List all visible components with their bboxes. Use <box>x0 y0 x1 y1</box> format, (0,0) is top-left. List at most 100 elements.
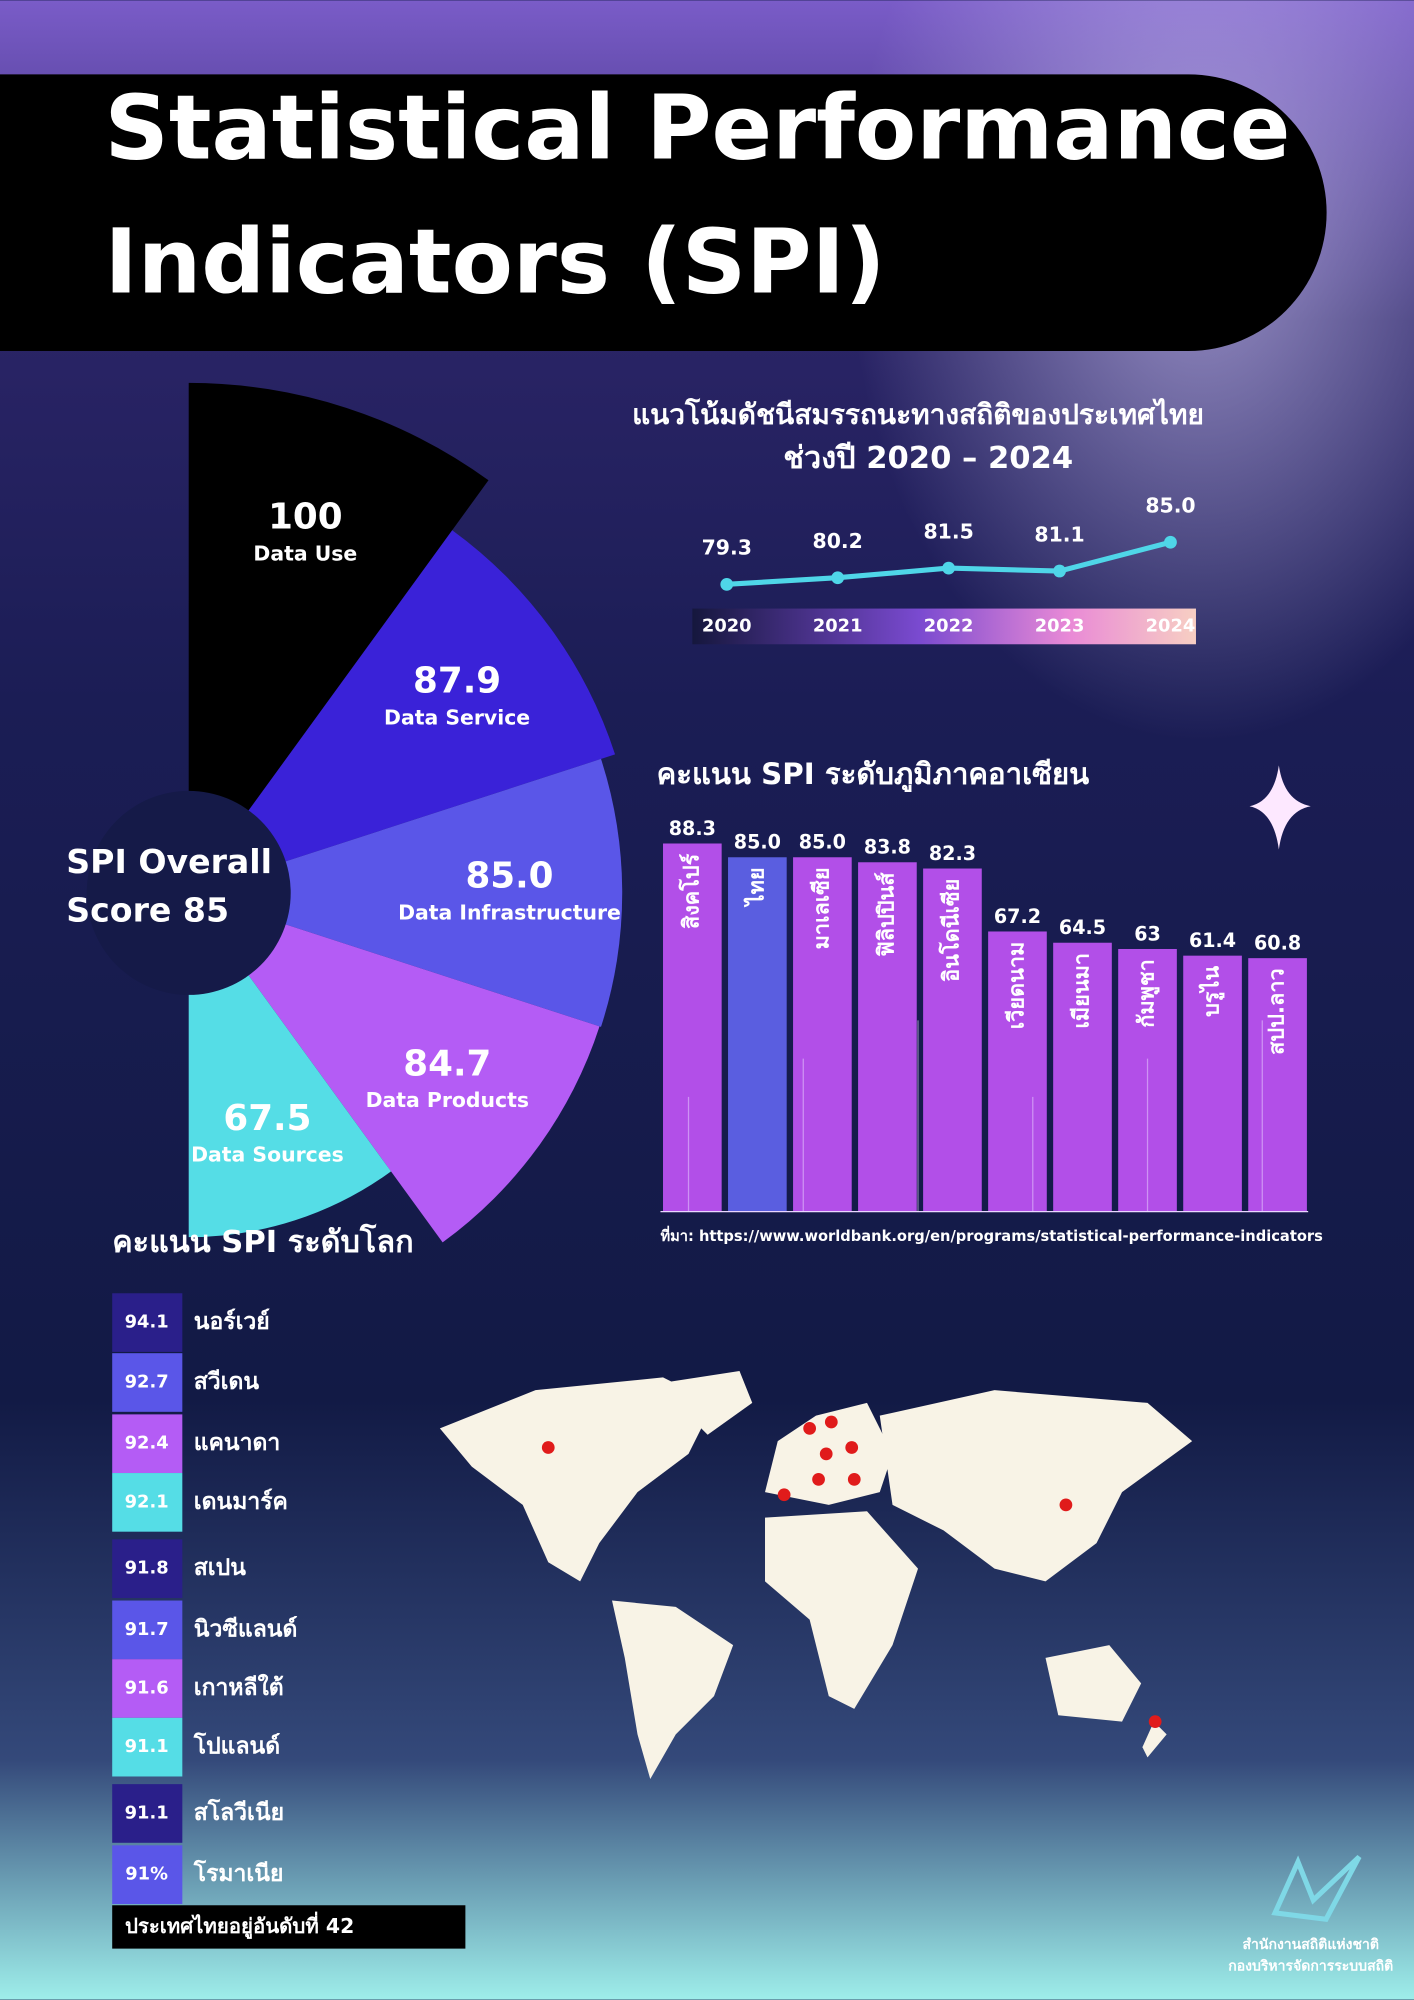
chart-title: แนวโน้มดัชนีสมรรถนะทางสถิติของประเทศไทย <box>632 397 1204 431</box>
value-label: 85.0 <box>1145 494 1195 518</box>
score: 91.6 <box>125 1678 169 1699</box>
country: นอร์เวย์ <box>194 1308 270 1335</box>
value-label: 87.9 <box>413 661 501 702</box>
country: สวีเดน <box>194 1369 260 1395</box>
bar <box>1183 955 1242 1212</box>
value-label: 61.4 <box>1189 929 1236 952</box>
score-box <box>112 1717 183 1777</box>
continent <box>1045 1645 1142 1722</box>
polar-wedge <box>188 892 600 1243</box>
value-label: 84.7 <box>403 1043 491 1084</box>
score: 92.1 <box>125 1491 169 1512</box>
value-label: 82.3 <box>929 842 976 865</box>
map-pin <box>847 1473 861 1486</box>
score: 91.7 <box>125 1619 169 1640</box>
map-pin <box>777 1488 791 1502</box>
map-pin <box>845 1441 859 1454</box>
source-note: ที่มา: https://www.worldbank.org/en/prog… <box>660 1225 1323 1245</box>
polar-wedge <box>188 382 489 893</box>
score-box <box>112 1784 183 1843</box>
logo <box>1271 1854 1362 1923</box>
score-box <box>112 1659 183 1718</box>
x-tick-label: 2022 <box>924 615 974 636</box>
x-tick-label: 2023 <box>1035 615 1085 636</box>
category-label: สปป.ลาว <box>1265 968 1290 1055</box>
world-map <box>439 1371 1193 1780</box>
value-label: 79.3 <box>702 536 752 560</box>
country: แคนาดา <box>194 1430 280 1456</box>
chart-title: คะแนน SPI ระดับภูมิภาคอาเซียน <box>657 757 1090 792</box>
score: 91.1 <box>125 1736 169 1757</box>
category-label: มาเลเซีย <box>809 867 834 949</box>
score: 94.1 <box>125 1312 169 1333</box>
continent <box>1142 1721 1167 1758</box>
continent <box>656 1371 753 1435</box>
continent <box>439 1377 715 1582</box>
x-tick-label: 2024 <box>1146 615 1196 636</box>
category-label: บรูไน <box>1199 966 1226 1017</box>
category-label: Data Products <box>366 1088 529 1112</box>
score: 92.7 <box>125 1372 169 1393</box>
score-box <box>112 1845 183 1904</box>
polar-wedge <box>188 758 623 1027</box>
country: เดนมาร์ค <box>194 1488 288 1515</box>
value-label: 60.8 <box>1254 932 1301 955</box>
year-strip <box>692 608 1196 645</box>
category-label: สิงคโปร์ <box>677 853 704 929</box>
bar <box>858 862 917 1212</box>
score-box <box>112 1293 183 1352</box>
title-banner <box>0 74 1327 352</box>
map-pin <box>824 1415 838 1429</box>
category-label: กัมพูชา <box>1135 959 1161 1028</box>
country: โรมาเนีย <box>193 1859 284 1887</box>
center-label: Score 85 <box>66 891 229 930</box>
value-label: 85.0 <box>734 831 781 854</box>
category-label: อินโดนีเซีย <box>937 879 964 982</box>
title-line: Statistical Performance <box>105 77 1291 181</box>
value-label: 81.5 <box>923 519 973 543</box>
value-label: 80.2 <box>813 529 863 553</box>
data-point <box>1164 535 1177 549</box>
center-label: SPI Overall <box>66 842 272 881</box>
category-label: Data Sources <box>191 1143 344 1167</box>
title-line: Indicators (SPI) <box>105 211 886 315</box>
map-pin <box>812 1473 825 1486</box>
value-label: 88.3 <box>669 817 716 840</box>
ranking-title: คะแนน SPI ระดับโลก <box>112 1223 413 1260</box>
category-label: Data Use <box>253 541 357 565</box>
category-label: ไทย <box>743 867 769 907</box>
value-label: 83.8 <box>864 836 911 859</box>
chart-subtitle: ช่วงปี 2020 – 2024 <box>783 441 1073 476</box>
data-point <box>720 577 734 591</box>
score: 92.4 <box>125 1433 169 1454</box>
org-name: สำนักงานสถิติแห่งชาติ <box>1242 1937 1379 1953</box>
score-box <box>112 1539 183 1598</box>
country: สโลวีเนีย <box>194 1798 284 1826</box>
score-box <box>112 1600 183 1660</box>
value-label: 85.0 <box>465 856 553 897</box>
score: 91.1 <box>125 1802 169 1823</box>
score-box <box>112 1414 183 1474</box>
score: 91.8 <box>125 1558 169 1579</box>
division-name: กองบริหารจัดการระบบสถิติ <box>1228 1958 1393 1974</box>
ranking-note: ประเทศไทยอยู่อันดับที่ 42 <box>125 1911 354 1940</box>
value-label: 100 <box>268 497 343 538</box>
continent <box>879 1390 1193 1582</box>
bar <box>1053 942 1112 1212</box>
x-tick-label: 2020 <box>702 615 752 636</box>
bar <box>988 931 1047 1212</box>
note-bar <box>112 1905 466 1949</box>
continent <box>765 1511 919 1709</box>
country: นิวซีแลนด์ <box>194 1615 298 1642</box>
category-label: เวียดนาม <box>1004 942 1029 1030</box>
score-box <box>112 1353 183 1412</box>
country: เกาหลีใต้ <box>194 1673 284 1701</box>
sparkle <box>1249 765 1311 850</box>
data-point <box>831 571 845 585</box>
value-label: 67.2 <box>994 905 1041 928</box>
score: 91% <box>125 1864 168 1885</box>
map-pin <box>541 1441 555 1454</box>
country: โปแลนด์ <box>193 1732 280 1760</box>
